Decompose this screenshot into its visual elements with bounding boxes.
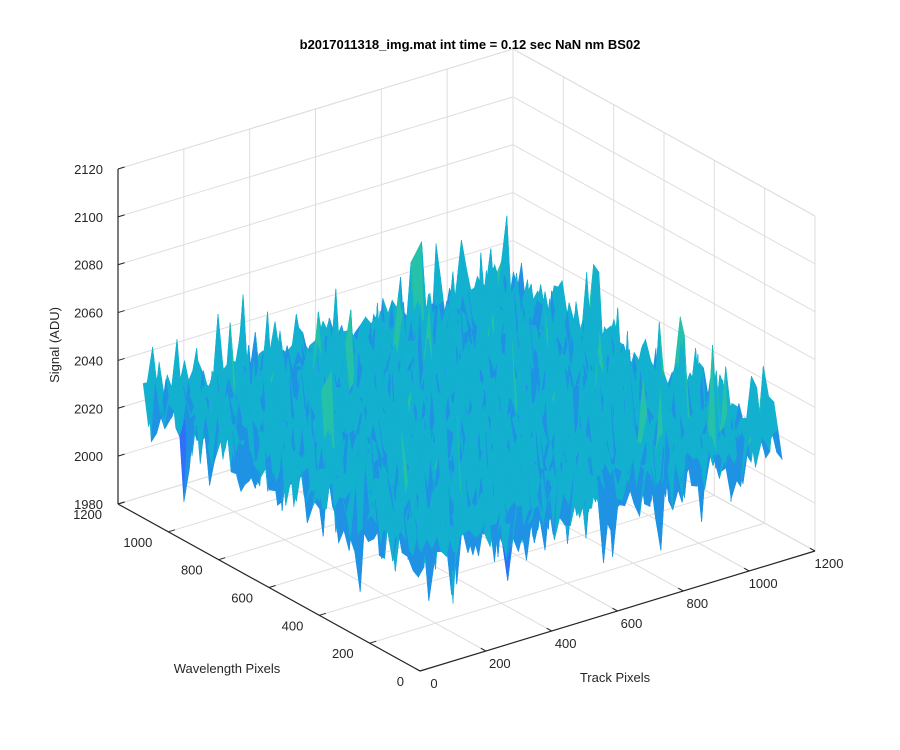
- x-tick-mark: [546, 627, 552, 632]
- grid-line-z-back: [117, 48, 514, 170]
- z-tick-mark: [117, 262, 125, 266]
- grid-line-z-side: [512, 144, 816, 313]
- grid-line-y-floor: [319, 494, 715, 616]
- x-tick-mark: [612, 607, 618, 612]
- z-tick-mark: [117, 214, 125, 218]
- grid-line-z-back: [117, 96, 514, 218]
- y-tick-mark: [168, 529, 176, 533]
- x-tick-label: 600: [621, 616, 643, 631]
- y-tick-mark: [369, 640, 377, 644]
- x-tick-label: 1000: [749, 576, 778, 591]
- z-tick-label: 2020: [74, 401, 103, 416]
- x-tick-mark: [414, 667, 421, 672]
- grid-line-y-floor: [369, 522, 765, 644]
- z-tick-mark: [117, 166, 125, 170]
- z-tick-mark: [117, 501, 125, 505]
- grid-line-z-back: [117, 192, 514, 314]
- z-tick-label: 2040: [74, 353, 103, 368]
- grid-line-z-side: [512, 48, 816, 217]
- surface-plot: [142, 215, 783, 604]
- surface-patch: [772, 429, 783, 461]
- z-tick-mark: [117, 357, 125, 361]
- grid-line-z-side: [512, 192, 816, 361]
- x-tick-mark: [678, 587, 684, 592]
- grid-line-z-back: [117, 239, 514, 361]
- z-tick-label: 2120: [74, 162, 103, 177]
- x-tick-label: 400: [555, 636, 577, 651]
- z-axis-label: Signal (ADU): [47, 307, 62, 383]
- x-tick-mark: [480, 647, 487, 652]
- chart-title: b2017011318_img.mat int time = 0.12 sec …: [300, 37, 641, 52]
- x-tick-mark: [809, 547, 816, 552]
- x-tick-label: 200: [489, 656, 511, 671]
- z-tick-label: 2100: [74, 210, 103, 225]
- y-tick-mark: [419, 668, 427, 672]
- y-tick-mark: [218, 557, 226, 561]
- grid-line-z-back: [117, 144, 514, 266]
- z-tick-label: 1980: [74, 497, 103, 512]
- y-tick-label: 1000: [123, 535, 152, 550]
- y-tick-mark: [268, 585, 276, 588]
- x-tick-label: 800: [686, 596, 708, 611]
- z-tick-label: 2080: [74, 258, 103, 273]
- z-tick-mark: [117, 310, 125, 314]
- y-tick-label: 0: [397, 674, 404, 689]
- z-tick-label: 2000: [74, 449, 103, 464]
- grid-line-z-side: [512, 96, 816, 265]
- x-tick-label: 1200: [815, 556, 844, 571]
- y-tick-label: 200: [332, 646, 354, 661]
- y-tick-label: 400: [282, 618, 304, 633]
- x-tick-mark: [743, 567, 750, 572]
- y-tick-label: 800: [181, 563, 203, 578]
- y-tick-label: 600: [231, 591, 253, 606]
- y-axis-label: Wavelength Pixels: [174, 661, 281, 676]
- x-tick-label: 0: [430, 676, 437, 691]
- z-tick-mark: [117, 405, 125, 409]
- y-tick-mark: [319, 612, 327, 616]
- z-tick-label: 2060: [74, 306, 103, 321]
- x-axis-label: Track Pixels: [580, 670, 651, 685]
- z-tick-mark: [117, 453, 125, 457]
